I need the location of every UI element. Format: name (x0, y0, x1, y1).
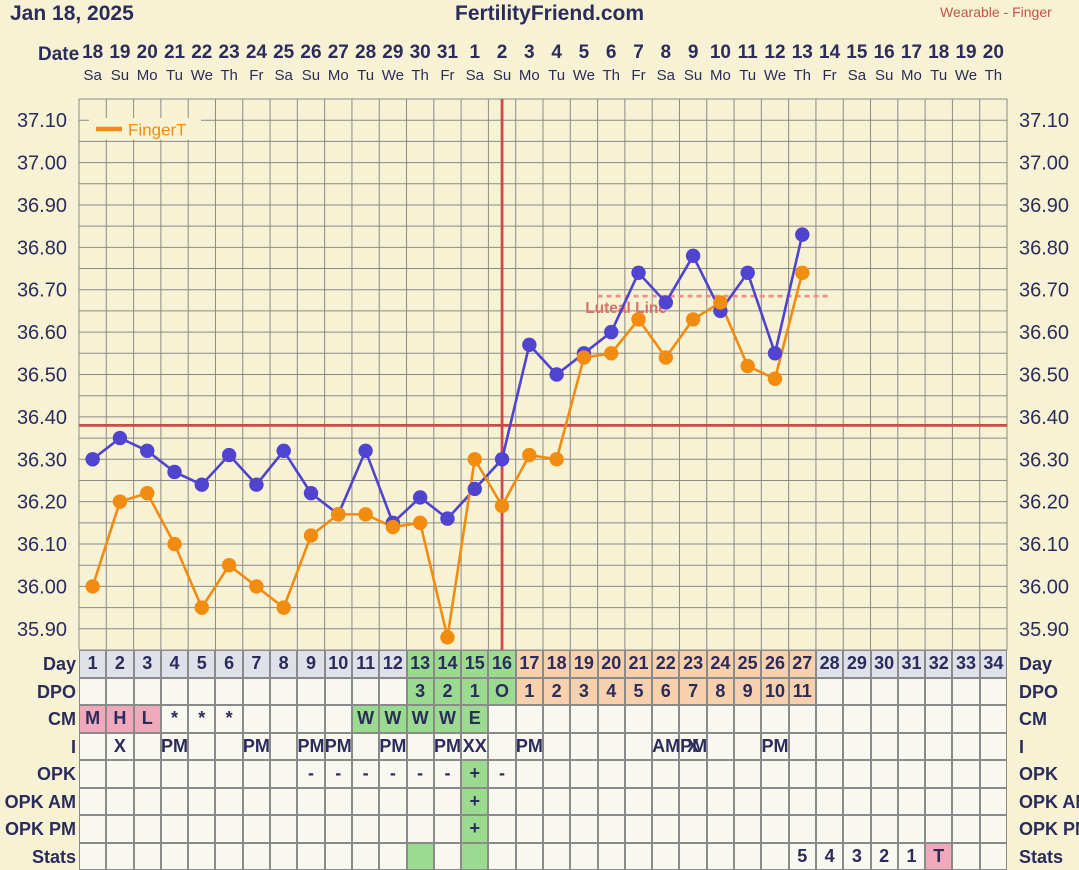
svg-text:36.00: 36.00 (17, 576, 67, 598)
svg-text:36.50: 36.50 (1019, 365, 1069, 387)
svg-text:36.20: 36.20 (17, 492, 67, 514)
svg-text:36.60: 36.60 (1019, 322, 1069, 344)
svg-text:36.50: 36.50 (17, 365, 67, 387)
svg-text:37.00: 37.00 (1019, 153, 1069, 175)
svg-text:FingerT: FingerT (128, 121, 187, 140)
svg-text:36.60: 36.60 (17, 322, 67, 344)
svg-text:36.10: 36.10 (1019, 534, 1069, 556)
svg-text:36.80: 36.80 (17, 237, 67, 259)
svg-text:36.30: 36.30 (1019, 449, 1069, 471)
svg-text:Luteal Line: Luteal Line (585, 300, 667, 317)
svg-text:36.70: 36.70 (17, 280, 67, 302)
svg-text:36.70: 36.70 (1019, 280, 1069, 302)
svg-text:37.10: 37.10 (1019, 110, 1069, 132)
svg-text:36.40: 36.40 (1019, 407, 1069, 429)
svg-text:36.20: 36.20 (1019, 492, 1069, 514)
svg-text:36.90: 36.90 (1019, 195, 1069, 217)
svg-text:36.00: 36.00 (1019, 576, 1069, 598)
svg-text:35.90: 35.90 (17, 619, 67, 641)
svg-text:37.00: 37.00 (17, 153, 67, 175)
svg-text:36.10: 36.10 (17, 534, 67, 556)
svg-text:35.90: 35.90 (1019, 619, 1069, 641)
svg-text:36.80: 36.80 (1019, 237, 1069, 259)
svg-text:36.40: 36.40 (17, 407, 67, 429)
svg-text:36.30: 36.30 (17, 449, 67, 471)
svg-text:37.10: 37.10 (17, 110, 67, 132)
svg-text:36.90: 36.90 (17, 195, 67, 217)
